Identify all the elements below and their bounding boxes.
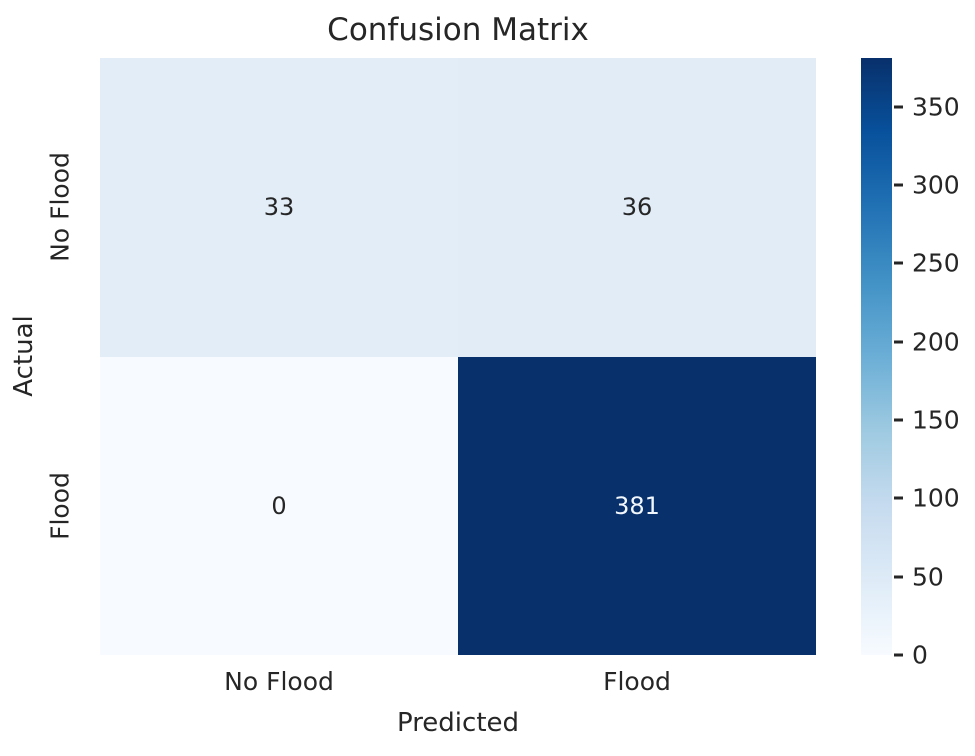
x-tick-label-no-flood: No Flood	[224, 667, 334, 696]
colorbar-tick-mark	[894, 261, 903, 265]
colorbar-tick-label: 100	[912, 483, 960, 513]
cell-actual-flood-pred-flood: 381	[458, 356, 816, 655]
colorbar-tick-label: 50	[912, 562, 944, 592]
colorbar-tick-label: 300	[912, 170, 960, 200]
y-tick-label-flood: Flood	[45, 472, 75, 540]
colorbar-tick-label: 250	[912, 248, 960, 278]
colorbar-tick-label: 150	[912, 405, 960, 435]
colorbar-tick-label: 0	[912, 640, 928, 670]
cell-actual-noflood-pred-noflood: 33	[100, 58, 458, 357]
y-axis-label: Actual	[9, 315, 39, 397]
heatmap: 33 36 0 381	[100, 58, 816, 655]
cell-actual-noflood-pred-flood: 36	[458, 58, 816, 357]
cell-value: 0	[271, 491, 287, 520]
colorbar-tick-label: 200	[912, 327, 960, 357]
colorbar-tick-mark	[894, 105, 903, 109]
colorbar-tick-label: 350	[912, 92, 960, 122]
cell-value: 33	[263, 193, 295, 222]
chart-title: Confusion Matrix	[327, 12, 589, 48]
cell-value: 36	[621, 193, 653, 222]
colorbar-tick-mark	[894, 183, 903, 187]
colorbar-tick-mark	[894, 340, 903, 344]
x-tick-label-flood: Flood	[603, 667, 671, 696]
x-axis-label: Predicted	[396, 708, 520, 738]
colorbar-tick-mark	[894, 496, 903, 500]
colorbar-tick-mark	[894, 418, 903, 422]
y-tick-label-no-flood: No Flood	[45, 152, 75, 262]
cell-value: 381	[614, 491, 660, 520]
colorbar-tick-mark	[894, 575, 903, 579]
colorbar	[861, 58, 892, 655]
colorbar-tick-mark	[894, 653, 903, 657]
cell-actual-flood-pred-noflood: 0	[100, 356, 458, 655]
